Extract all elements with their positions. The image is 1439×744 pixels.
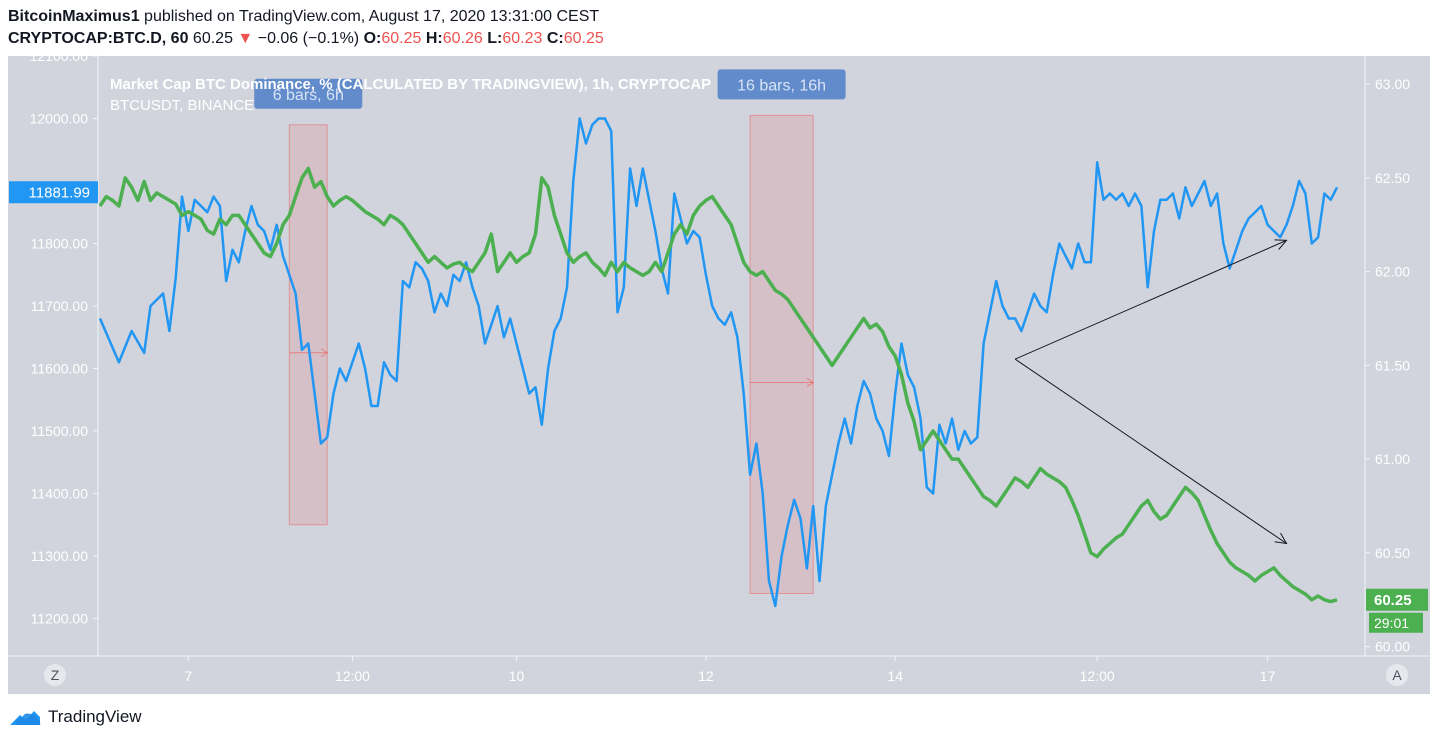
trend-line[interactable]	[1014, 358, 1287, 544]
left-tick-label: 11500.00	[31, 423, 89, 439]
x-tick-label: 12	[698, 668, 714, 684]
btcusdt-line	[98, 117, 1339, 608]
publish-line: BitcoinMaximus1 published on TradingView…	[8, 6, 604, 28]
open-value: 60.25	[381, 30, 422, 47]
date-range-label-box	[717, 69, 846, 100]
high-label: H:	[425, 30, 443, 47]
date-range-label: 16 bars, 16h	[737, 77, 826, 94]
symbol-label: CRYPTOCAP:BTC.D, 60	[8, 30, 189, 47]
date-range-arrowhead	[806, 378, 815, 387]
right-tick-label: 62.50	[1375, 170, 1410, 186]
trend-line-arrowhead	[1274, 239, 1288, 250]
left-tick-label: 11200.00	[31, 611, 89, 627]
date-range-arrowhead	[320, 348, 329, 358]
close-label: C:	[546, 30, 564, 47]
trend-line[interactable]	[1014, 239, 1287, 360]
right-tick-label: 61.00	[1375, 451, 1410, 467]
published-text: published on TradingView.com, August 17,…	[144, 8, 600, 25]
right-axis-button[interactable]: A	[1386, 664, 1408, 686]
right-tick-label: 61.50	[1375, 357, 1410, 373]
chart-background	[8, 56, 1430, 694]
left-tick-label: 11300.00	[31, 548, 89, 564]
date-range-label: 6 bars, 6h	[273, 87, 344, 104]
x-tick-label: 12:00	[335, 668, 370, 684]
left-axis-button[interactable]: Z	[44, 664, 66, 686]
btc-dominance-line	[98, 166, 1338, 604]
trend-line-arrowhead	[1274, 532, 1288, 545]
tradingview-cloud-icon	[10, 711, 41, 725]
btcusdt-price-label: 11881.99	[29, 184, 90, 201]
overlay-symbol-label: BTCUSDT, BINANCE	[110, 97, 254, 114]
right-tick-label: 63.00	[1375, 76, 1410, 92]
left-tick-label: 11600.00	[31, 361, 89, 377]
price-change: −0.06 (−0.1%)	[257, 30, 360, 47]
right-tick-label: 62.00	[1375, 264, 1410, 280]
chart-header: BitcoinMaximus1 published on TradingView…	[8, 6, 604, 50]
x-tick-label: 10	[509, 668, 525, 684]
date-range-box[interactable]	[749, 114, 814, 594]
tradingview-brand[interactable]: TradingView	[48, 707, 142, 726]
btcusdt-price-badge	[9, 181, 98, 204]
left-tick-label: 11700.00	[31, 298, 89, 314]
left-tick-label: 11800.00	[31, 236, 89, 252]
high-value: 60.26	[442, 30, 483, 47]
open-label: O:	[363, 30, 382, 47]
right-tick-label: 60.50	[1375, 545, 1410, 561]
right-tick-label: 60.00	[1375, 639, 1410, 655]
low-value: 60.23	[502, 30, 543, 47]
last-price: 60.25	[192, 30, 233, 47]
close-value: 60.25	[563, 30, 604, 47]
countdown-label: 29:01	[1374, 615, 1409, 631]
footer: TradingView	[8, 707, 142, 727]
left-tick-label: 12000.00	[30, 111, 89, 127]
left-tick-label: 12100.00	[30, 48, 89, 64]
chart-title: Market Cap BTC Dominance, % (CALCULATED …	[110, 76, 711, 93]
author-name[interactable]: BitcoinMaximus1	[8, 8, 140, 25]
ohlc-line: CRYPTOCAP:BTC.D, 60 60.25 ▼ −0.06 (−0.1%…	[8, 28, 604, 50]
auto-scale-label: A	[1392, 667, 1402, 683]
left-tick-label: 11400.00	[31, 486, 89, 502]
countdown-badge	[1369, 612, 1423, 633]
low-label: L:	[487, 30, 503, 47]
x-tick-label: 7	[184, 668, 192, 684]
btc-dominance-price-label: 60.25	[1374, 592, 1412, 609]
x-tick-label: 17	[1260, 668, 1276, 684]
x-tick-label: 12:00	[1080, 668, 1115, 684]
date-range-label-box	[254, 78, 363, 109]
x-tick-label: 14	[887, 668, 903, 684]
down-arrow-icon: ▼	[237, 30, 254, 47]
zoom-axis-label: Z	[51, 667, 60, 683]
btc-dominance-price-badge	[1366, 588, 1428, 611]
